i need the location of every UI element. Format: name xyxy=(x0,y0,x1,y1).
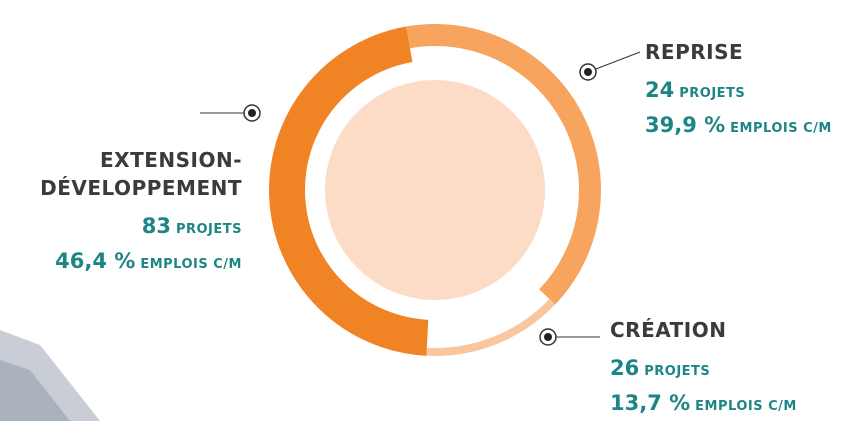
jobs-unit: EMPLOIS C/M xyxy=(730,121,832,136)
connector-dot xyxy=(584,68,592,76)
jobs-value: 13,7 % xyxy=(610,391,691,415)
category-text: REPRISE xyxy=(645,40,744,64)
category-name: CRÉATION xyxy=(610,316,797,344)
category-name: EXTENSION-DÉVELOPPEMENT xyxy=(0,146,242,202)
jobs-value: 46,4 % xyxy=(55,249,136,273)
jobs-stat: 39,9 % EMPLOIS C/M xyxy=(645,115,832,136)
jobs-unit: EMPLOIS C/M xyxy=(695,399,797,414)
jobs-stat: 13,7 % EMPLOIS C/M xyxy=(610,393,797,414)
category-name: REPRISE xyxy=(645,38,832,66)
jobs-unit: EMPLOIS C/M xyxy=(140,257,242,272)
center-disc xyxy=(325,80,545,300)
category-text: CRÉATION xyxy=(610,318,727,342)
projects-value: 24 xyxy=(645,78,675,102)
jobs-value: 39,9 % xyxy=(645,113,726,137)
background-photo xyxy=(0,360,70,421)
projects-unit: PROJETS xyxy=(175,222,242,237)
category-text: EXTENSION-DÉVELOPPEMENT xyxy=(40,148,242,200)
projects-unit: PROJETS xyxy=(644,364,711,379)
connector-line xyxy=(587,51,641,73)
segment-label: EXTENSION-DÉVELOPPEMENT 83 PROJETS 46,4 % EM… xyxy=(0,146,242,272)
donut-segment xyxy=(406,24,601,305)
segment-label: CRÉATION 26 PROJETS 13,7 % EMPLOIS C/M xyxy=(610,316,797,414)
segment-label: REPRISE 24 PROJETS 39,9 % EMPLOIS C/M xyxy=(645,38,832,136)
donut-segment xyxy=(269,26,429,356)
donut-segment xyxy=(426,299,556,356)
projects-unit: PROJETS xyxy=(679,86,746,101)
projects-stat: 24 PROJETS xyxy=(645,80,832,101)
connector-dot xyxy=(248,109,256,117)
projects-stat: 83 PROJETS xyxy=(0,216,242,237)
jobs-stat: 46,4 % EMPLOIS C/M xyxy=(0,251,242,272)
connector-dot xyxy=(544,333,552,341)
projects-value: 83 xyxy=(141,214,171,238)
projects-value: 26 xyxy=(610,356,640,380)
projects-stat: 26 PROJETS xyxy=(610,358,797,379)
